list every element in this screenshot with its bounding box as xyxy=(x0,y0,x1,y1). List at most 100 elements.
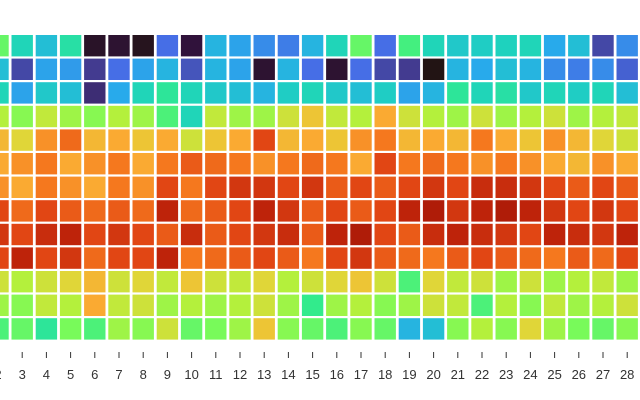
heatmap-cell xyxy=(592,82,614,104)
heatmap-cell xyxy=(35,129,58,151)
heatmap-cell xyxy=(495,318,517,340)
heatmap-cell xyxy=(253,153,275,175)
heatmap-cell xyxy=(422,129,445,151)
heatmap-cell xyxy=(11,176,33,198)
heatmap-cell xyxy=(519,129,542,151)
heatmap-cell xyxy=(0,58,9,80)
heatmap-cell xyxy=(326,223,348,246)
heatmap-cell xyxy=(277,105,300,128)
heatmap-cell xyxy=(326,105,348,128)
heatmap-cell xyxy=(59,223,82,246)
heatmap-cell xyxy=(592,294,614,316)
heatmap-cell xyxy=(11,318,33,340)
heatmap-cell xyxy=(447,58,469,80)
heatmap-cell xyxy=(277,58,300,80)
x-tick-label: 18 xyxy=(378,367,392,382)
heatmap-cell xyxy=(495,35,517,57)
heatmap-cell xyxy=(156,271,179,293)
heatmap-cell xyxy=(398,58,421,80)
heatmap-cell xyxy=(108,105,130,128)
heatmap-cell xyxy=(253,58,275,80)
heatmap-cell xyxy=(11,58,33,80)
heatmap-cell xyxy=(156,129,179,151)
heatmap-cell xyxy=(84,271,106,293)
heatmap-cell xyxy=(35,223,58,246)
heatmap-cell xyxy=(205,105,227,128)
heatmap-cell xyxy=(301,58,324,80)
heatmap-cell xyxy=(84,247,106,269)
heatmap-cell xyxy=(471,58,493,80)
heatmap-cell xyxy=(229,105,251,128)
heatmap-cell xyxy=(350,294,372,316)
heatmap-cell xyxy=(205,223,227,246)
heatmap-cell xyxy=(180,223,203,246)
heatmap-cell xyxy=(519,153,542,175)
heatmap-cell xyxy=(616,58,638,80)
heatmap-cell xyxy=(519,58,542,80)
heatmap-cell xyxy=(229,58,251,80)
heatmap-cell xyxy=(447,200,469,222)
heatmap-cell xyxy=(59,35,82,57)
heatmap-cell xyxy=(495,294,517,316)
heatmap-cell xyxy=(253,294,275,316)
heatmap-cell xyxy=(205,153,227,175)
heatmap-cell xyxy=(543,271,566,293)
heatmap-cell xyxy=(277,82,300,104)
x-tick-label: 27 xyxy=(596,367,610,382)
heatmap-cell xyxy=(568,153,590,175)
heatmap-cell xyxy=(471,82,493,104)
heatmap-cell xyxy=(156,58,179,80)
heatmap-cell xyxy=(519,247,542,269)
heatmap-cell xyxy=(35,200,58,222)
heatmap-cell xyxy=(447,129,469,151)
heatmap-cell xyxy=(180,129,203,151)
heatmap-cell xyxy=(35,153,58,175)
heatmap-cell xyxy=(59,105,82,128)
heatmap-cell xyxy=(156,105,179,128)
heatmap-cell xyxy=(84,82,106,104)
heatmap-cell xyxy=(592,58,614,80)
heatmap-cell xyxy=(59,129,82,151)
heatmap-cell xyxy=(374,176,396,198)
x-tick-label: 20 xyxy=(426,367,440,382)
heatmap-cell xyxy=(374,129,396,151)
heatmap-cell xyxy=(495,58,517,80)
heatmap-cell xyxy=(398,153,421,175)
heatmap-cell xyxy=(398,271,421,293)
heatmap-cell xyxy=(253,82,275,104)
heatmap-cell xyxy=(156,153,179,175)
heatmap-cell xyxy=(471,153,493,175)
x-tick-label: 12 xyxy=(233,367,247,382)
heatmap-cell xyxy=(180,200,203,222)
heatmap-cell xyxy=(0,35,9,57)
heatmap-cell xyxy=(616,129,638,151)
heatmap-cell xyxy=(132,129,154,151)
heatmap-cell xyxy=(374,35,396,57)
heatmap-cell xyxy=(301,318,324,340)
heatmap-cell xyxy=(132,82,154,104)
heatmap-cell xyxy=(616,200,638,222)
heatmap-cell xyxy=(519,223,542,246)
heatmap-cell xyxy=(35,58,58,80)
heatmap-cell xyxy=(0,129,9,151)
heatmap-cell xyxy=(471,247,493,269)
heatmap-cell xyxy=(277,153,300,175)
heatmap-cell xyxy=(84,35,106,57)
heatmap-cell xyxy=(374,294,396,316)
heatmap-cell xyxy=(301,176,324,198)
heatmap-cell xyxy=(519,82,542,104)
heatmap-cell xyxy=(35,318,58,340)
heatmap-cell xyxy=(568,176,590,198)
heatmap-cell xyxy=(350,271,372,293)
heatmap-cell xyxy=(592,271,614,293)
heatmap-cell xyxy=(229,271,251,293)
heatmap-cell xyxy=(326,35,348,57)
heatmap-cell xyxy=(59,176,82,198)
heatmap-cell xyxy=(568,294,590,316)
heatmap-cell xyxy=(471,223,493,246)
heatmap-cell xyxy=(398,105,421,128)
heatmap-cell xyxy=(35,176,58,198)
heatmap-cell xyxy=(156,200,179,222)
heatmap-cell xyxy=(326,200,348,222)
